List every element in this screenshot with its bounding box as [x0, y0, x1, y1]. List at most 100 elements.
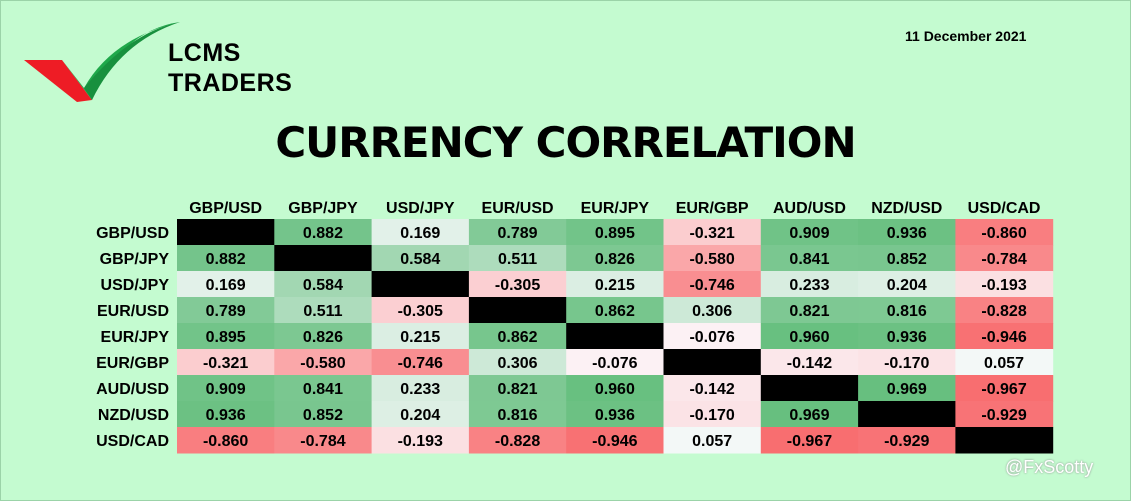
cell-value: -0.828: [495, 433, 540, 450]
heatmap-cell: [858, 375, 956, 402]
heatmap-cell: [858, 323, 956, 350]
cell-value: -0.860: [203, 433, 248, 450]
watermark: @FxScotty: [1005, 457, 1094, 477]
heatmap-cell: [858, 297, 956, 324]
heatmap-cell: [566, 401, 664, 428]
cell-value: 0.852: [303, 407, 343, 424]
cell-value: -0.321: [689, 225, 734, 242]
cell-value: 0.960: [789, 329, 829, 346]
cell-value: 0.909: [206, 381, 246, 398]
cell-value: 0.233: [789, 277, 829, 294]
cell-value: 0.862: [498, 329, 538, 346]
cell-value: 0.816: [887, 303, 927, 320]
cell-value: -0.746: [689, 277, 734, 294]
heatmap-cell: [177, 245, 275, 272]
cell-value: -0.305: [495, 277, 540, 294]
cell-value: 0.821: [789, 303, 829, 320]
cell-value: -0.946: [981, 329, 1026, 346]
brand-line-1: LCMS: [168, 39, 241, 67]
heatmap-cell: [663, 297, 762, 324]
heatmap-cell: [566, 245, 664, 272]
heatmap-cell: [274, 427, 373, 454]
cell-value: 0.960: [595, 381, 635, 398]
row-header: EUR/GBP: [96, 355, 169, 372]
heatmap-cell: [177, 375, 275, 402]
heatmap-cell: [760, 297, 859, 324]
heatmap-cell: [663, 427, 762, 454]
heatmap-cell: [955, 349, 1054, 376]
heatmap-cell: [371, 297, 470, 324]
heatmap-cell: [371, 427, 470, 454]
cell-value: 0.895: [206, 329, 246, 346]
column-header: EUR/JPY: [581, 200, 650, 217]
diagonal-cell: [760, 375, 859, 402]
heatmap-cell: [566, 427, 664, 454]
cell-value: -0.580: [300, 355, 345, 372]
heatmap-cell: [955, 297, 1054, 324]
row-header: EUR/JPY: [101, 329, 170, 346]
cell-value: -0.076: [592, 355, 637, 372]
heatmap-cell: [468, 245, 567, 272]
heatmap-cell: [955, 271, 1054, 298]
cell-value: -0.193: [398, 433, 443, 450]
diagonal-cell: [566, 323, 664, 350]
heatmap-cell: [177, 323, 275, 350]
heatmap-cell: [177, 271, 275, 298]
cell-value: 0.936: [887, 329, 927, 346]
heatmap-cell: [468, 427, 567, 454]
cell-value: 0.057: [984, 355, 1024, 372]
cell-value: 0.511: [498, 251, 537, 268]
heatmap-cell: [177, 349, 275, 376]
cell-value: 0.936: [887, 225, 927, 242]
cell-value: 0.215: [400, 329, 440, 346]
report-date: 11 December 2021: [905, 28, 1027, 44]
cell-value: -0.076: [689, 329, 734, 346]
cell-value: 0.057: [692, 433, 732, 450]
heatmap-cell: [663, 245, 762, 272]
cell-value: 0.204: [887, 277, 927, 294]
cell-value: -0.784: [300, 433, 345, 450]
cell-value: 0.826: [595, 251, 635, 268]
heatmap-cell: [663, 323, 762, 350]
cell-value: 0.204: [400, 407, 440, 424]
cell-value: -0.142: [689, 381, 734, 398]
cell-value: -0.929: [981, 407, 1026, 424]
heatmap-cell: [663, 401, 762, 428]
heatmap-cell: [858, 219, 956, 246]
cell-value: 0.306: [692, 303, 732, 320]
cell-value: 0.909: [789, 225, 829, 242]
heatmap-cell: [955, 375, 1054, 402]
diagonal-cell: [274, 245, 373, 272]
cell-value: -0.142: [787, 355, 832, 372]
cell-value: 0.584: [400, 251, 440, 268]
column-header: USD/JPY: [386, 200, 455, 217]
cell-value: -0.860: [981, 225, 1026, 242]
cell-value: 0.789: [206, 303, 246, 320]
column-header: GBP/JPY: [288, 200, 358, 217]
checkmark-swoosh-icon: [24, 22, 180, 102]
heatmap-cell: [371, 375, 470, 402]
column-header: EUR/USD: [482, 200, 554, 217]
row-header: USD/CAD: [96, 433, 169, 450]
heatmap-cell: [760, 427, 859, 454]
cell-value: 0.936: [206, 407, 246, 424]
cell-value: -0.784: [981, 251, 1026, 268]
cell-value: 0.821: [498, 381, 538, 398]
heatmap-cell: [566, 271, 664, 298]
heatmap-cell: [955, 323, 1054, 350]
heatmap-cell: [858, 427, 956, 454]
cell-value: 0.169: [206, 277, 246, 294]
heatmap-cell: [274, 375, 373, 402]
heatmap-cell: [177, 401, 275, 428]
diagonal-cell: [468, 297, 567, 324]
row-header: NZD/USD: [98, 407, 169, 424]
heatmap-cell: [760, 219, 859, 246]
cell-value: 0.862: [595, 303, 635, 320]
diagonal-cell: [371, 271, 470, 298]
heatmap-cell: [468, 323, 567, 350]
cell-value: 0.826: [303, 329, 343, 346]
heatmap-cell: [274, 323, 373, 350]
cell-value: 0.584: [303, 277, 343, 294]
cell-value: 0.882: [206, 251, 246, 268]
